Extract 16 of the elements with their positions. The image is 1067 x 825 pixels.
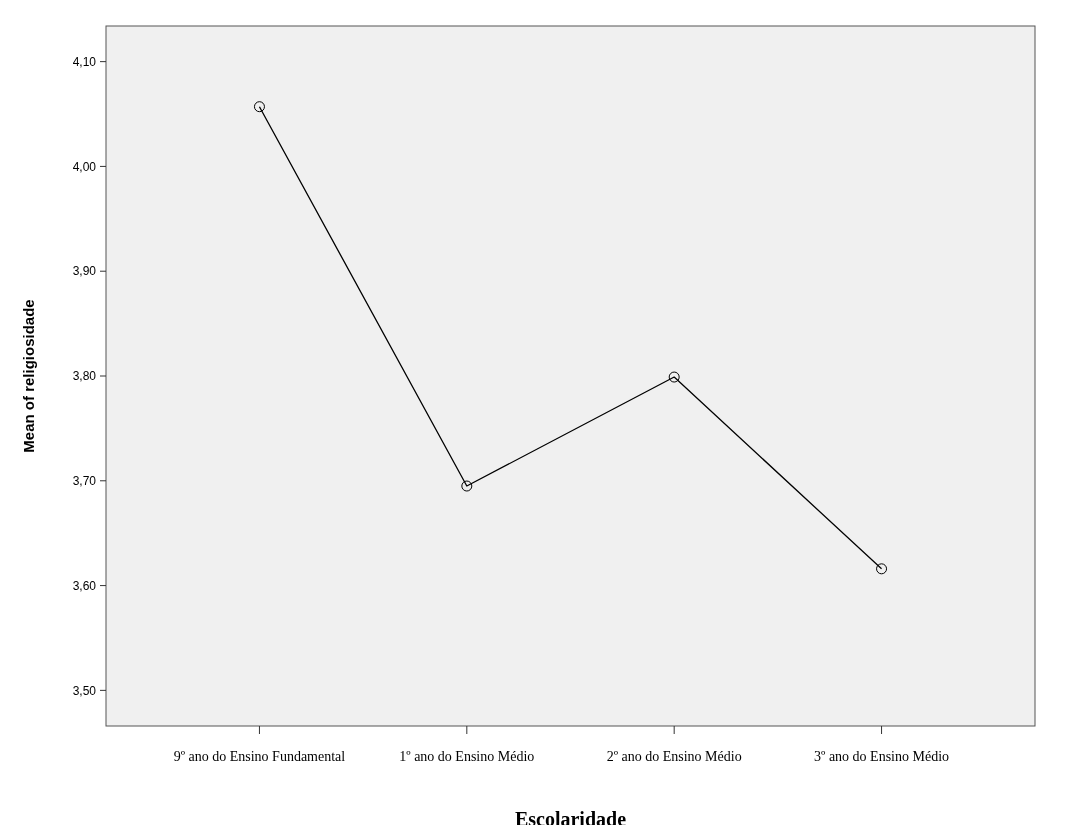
y-tick-label: 3,70 [72,473,97,488]
y-tick-label: 3,60 [72,578,97,593]
point [461,480,473,492]
y-tick-label: 3,80 [72,369,97,384]
y-tick-label: 3,90 [72,264,97,279]
x-tick-label: 9º ano do Ensino Fundamental [173,749,346,764]
y-tick-label: 4,10 [72,54,97,69]
point [668,371,680,383]
y-axis-title: Mean of religiosidade [20,299,37,453]
point [253,101,265,113]
y-tick-label: 4,00 [72,159,97,174]
x-tick-label: 1º ano do Ensino Médio [399,749,535,764]
y-tick-label: 3,50 [72,683,97,698]
x-tick-label: 2º ano do Ensino Médio [606,749,742,764]
point [876,563,888,575]
x-tick-label: 3º ano do Ensino Médio [814,749,950,764]
